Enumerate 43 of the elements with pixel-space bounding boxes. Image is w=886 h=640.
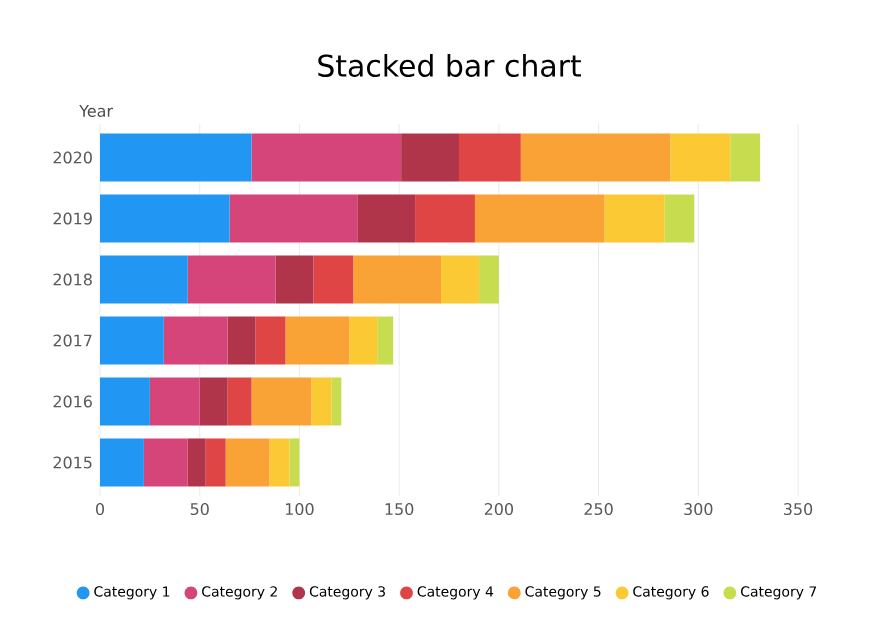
bar	[289, 438, 300, 487]
bar	[225, 438, 270, 487]
bar	[251, 133, 402, 182]
bar	[149, 377, 200, 426]
bar	[251, 377, 312, 426]
bar	[730, 133, 761, 182]
bar	[401, 133, 459, 182]
bar	[269, 438, 290, 487]
bar	[415, 194, 475, 243]
bar	[143, 438, 188, 487]
bar	[187, 438, 206, 487]
bar	[313, 255, 354, 304]
bar	[604, 194, 665, 243]
bar	[520, 133, 671, 182]
bar	[474, 194, 605, 243]
bar	[458, 133, 521, 182]
bar	[349, 316, 378, 365]
bar	[227, 377, 252, 426]
bar	[163, 316, 228, 365]
bar	[100, 438, 144, 487]
bar	[357, 194, 416, 243]
bar	[100, 377, 150, 426]
bar	[353, 255, 442, 304]
bar	[275, 255, 314, 304]
bar	[670, 133, 731, 182]
bar	[229, 194, 358, 243]
bar	[187, 255, 276, 304]
bar	[100, 316, 164, 365]
bar	[285, 316, 350, 365]
bar	[255, 316, 286, 365]
bar	[377, 316, 394, 365]
bar	[478, 255, 499, 304]
bar	[100, 133, 252, 182]
bar	[100, 194, 230, 243]
bar	[664, 194, 695, 243]
chart-title: Stacked bar chart	[318, 53, 581, 78]
bar	[441, 255, 479, 304]
bar	[205, 438, 226, 487]
bar	[227, 316, 256, 365]
bar	[331, 377, 342, 426]
bar	[311, 377, 332, 426]
bar	[100, 255, 188, 304]
bar	[199, 377, 228, 426]
